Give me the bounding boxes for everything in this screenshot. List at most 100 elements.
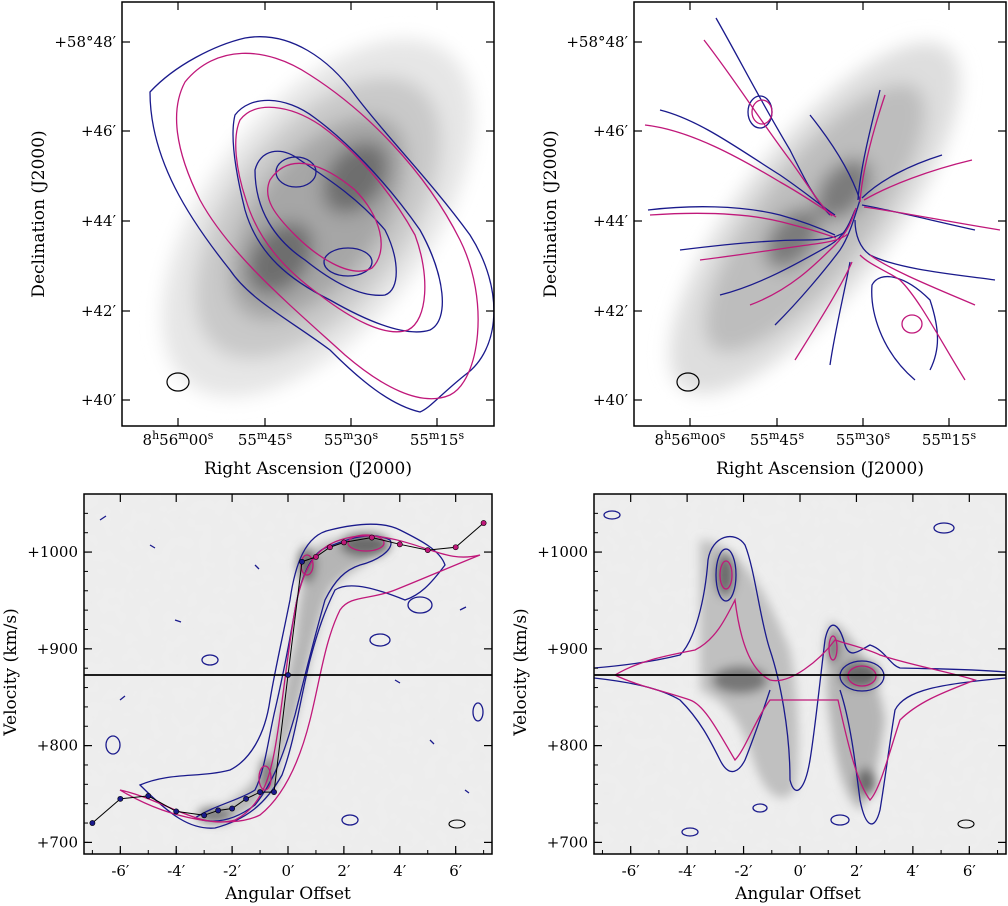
rotation-curve-point — [340, 539, 347, 546]
x-tick-label: 55m30s — [324, 429, 379, 449]
x-tick-label: 55m30s — [836, 429, 891, 449]
x-tick-label: -6′ — [111, 862, 130, 880]
contour-magenta-mid — [235, 106, 426, 333]
y-axis-title: Velocity (km/s) — [1, 608, 21, 736]
tick-marks — [594, 493, 1006, 854]
x-tick-label: -2′ — [735, 862, 754, 880]
rotation-curve-point — [201, 812, 208, 819]
y-tick-label: +42′ — [593, 302, 629, 320]
x-tick-label: 4′ — [393, 862, 407, 880]
y-tick-label: +1000 — [27, 543, 78, 561]
y-tick-label: +44′ — [81, 212, 117, 230]
contour-magenta-inner — [266, 162, 382, 272]
tick-marks — [84, 493, 492, 854]
rotation-curve-point — [173, 808, 180, 815]
tick-marks — [122, 2, 494, 426]
x-axis-title: Angular Offset — [734, 884, 861, 904]
beam-ellipse — [166, 372, 190, 392]
y-tick-label: +44′ — [593, 212, 629, 230]
rotation-curve-point — [327, 544, 333, 551]
x-tick-labels: -6′ -4′ -2′ 0′ 2′ 4′ 6′ — [622, 862, 977, 880]
y-tick-label: +1000 — [537, 543, 588, 561]
contour-blue-pv — [99, 515, 484, 829]
y-tick-label: +900 — [37, 640, 78, 658]
rotation-curve-point — [229, 805, 236, 812]
x-tick-label: 8h56m00s — [143, 429, 214, 449]
x-tick-labels: -6′ -4′ -2′ 0′ 2′ 4′ 6′ — [111, 862, 462, 880]
y-tick-label: +700 — [547, 833, 588, 851]
rotation-curve-point — [299, 558, 305, 565]
beam-ellipse — [676, 372, 700, 392]
x-tick-label: 4′ — [906, 862, 920, 880]
x-tick-label: 55m45s — [238, 429, 293, 449]
rotation-curve-point — [117, 795, 124, 802]
contour-magenta-pv — [613, 560, 977, 801]
x-tick-label: 55m45s — [750, 429, 805, 449]
pv-major-image — [84, 494, 492, 854]
x-tick-label: 6′ — [963, 862, 977, 880]
rotation-curve-point — [368, 534, 375, 541]
rotation-curve-point — [424, 547, 431, 554]
x-tick-label: 8h56m00s — [655, 429, 726, 449]
x-tick-label: 55m15s — [922, 429, 977, 449]
y-axis-title: Declination (J2000) — [541, 130, 561, 297]
rotation-curve-point — [271, 789, 277, 795]
y-tick-label: +800 — [37, 737, 78, 755]
x-tick-label: 0′ — [794, 862, 808, 880]
panel-velocity-field: +58°48′ +46′ +44′ +42′ +40′ 8h56m00s 55m… — [541, 1, 1007, 479]
rotation-curve-point — [145, 793, 152, 799]
rotation-curve — [92, 522, 484, 824]
rotation-curve-point — [396, 541, 403, 548]
x-tick-label: -4′ — [678, 862, 697, 880]
rotation-curve-point — [452, 544, 459, 551]
x-tick-label: 2′ — [850, 862, 864, 880]
rotation-curve-point — [243, 795, 249, 802]
y-tick-label: +46′ — [81, 122, 117, 140]
y-tick-label: +700 — [37, 833, 78, 851]
y-tick-label: +800 — [547, 737, 588, 755]
x-tick-label: -4′ — [167, 862, 186, 880]
y-axis-title: Velocity (km/s) — [511, 608, 531, 736]
x-tick-label: 6′ — [449, 862, 463, 880]
moment0-image — [149, 36, 494, 413]
y-tick-label: +900 — [547, 640, 588, 658]
x-axis-title: Right Ascension (J2000) — [204, 459, 412, 479]
contour-magenta-pv — [119, 534, 481, 823]
contour-blue-mid — [232, 99, 443, 333]
beam-ellipse — [448, 819, 466, 829]
rotation-curve-point — [313, 554, 319, 560]
rotation-curve-point — [257, 789, 263, 795]
frame — [633, 1, 1007, 427]
velocity-field-image — [644, 17, 1001, 394]
contour-blue-inner — [254, 150, 397, 296]
contour-blue-hole2 — [323, 247, 373, 277]
x-tick-label: -6′ — [622, 862, 641, 880]
rotation-curve-point — [89, 820, 96, 826]
y-tick-label: +42′ — [81, 302, 117, 320]
contour-magenta-outer — [176, 52, 479, 400]
beam-ellipse — [957, 819, 975, 829]
y-tick-label: +58°48′ — [54, 33, 116, 51]
panel-pv-minor: +1000 +900 +800 +700 -6′ -4′ -2′ 0′ 2′ 4′ 6′ Angu… — [511, 493, 1007, 904]
rotation-curve-points — [89, 520, 487, 826]
y-tick-labels: +1000 +900 +800 +700 — [27, 543, 78, 851]
contour-magenta-isovelocity — [644, 39, 1001, 381]
x-tick-label: 2′ — [337, 862, 351, 880]
y-tick-label: +40′ — [81, 391, 117, 409]
tick-marks — [634, 2, 1006, 426]
contour-blue-isovelocity — [647, 17, 996, 381]
y-axis-title: Declination (J2000) — [29, 130, 49, 297]
y-tick-label: +40′ — [593, 391, 629, 409]
rotation-curve-point — [285, 672, 291, 678]
y-tick-labels: +1000 +900 +800 +700 — [537, 543, 588, 851]
frame — [121, 1, 495, 427]
panel-pv-major: +1000 +900 +800 +700 -6′ -4′ -2′ 0′ 2′ 4′ 6′ Angu… — [1, 493, 493, 904]
y-tick-label: +58°48′ — [566, 33, 628, 51]
x-tick-label: -2′ — [223, 862, 242, 880]
x-axis-title: Right Ascension (J2000) — [716, 459, 924, 479]
pv-minor-image — [594, 494, 1006, 854]
contour-blue-outer — [149, 36, 494, 413]
x-tick-label: 0′ — [282, 862, 296, 880]
panel-moment0: +58°48′ +46′ +44′ +42′ +40′ 8h56m00s 55m… — [29, 1, 495, 479]
